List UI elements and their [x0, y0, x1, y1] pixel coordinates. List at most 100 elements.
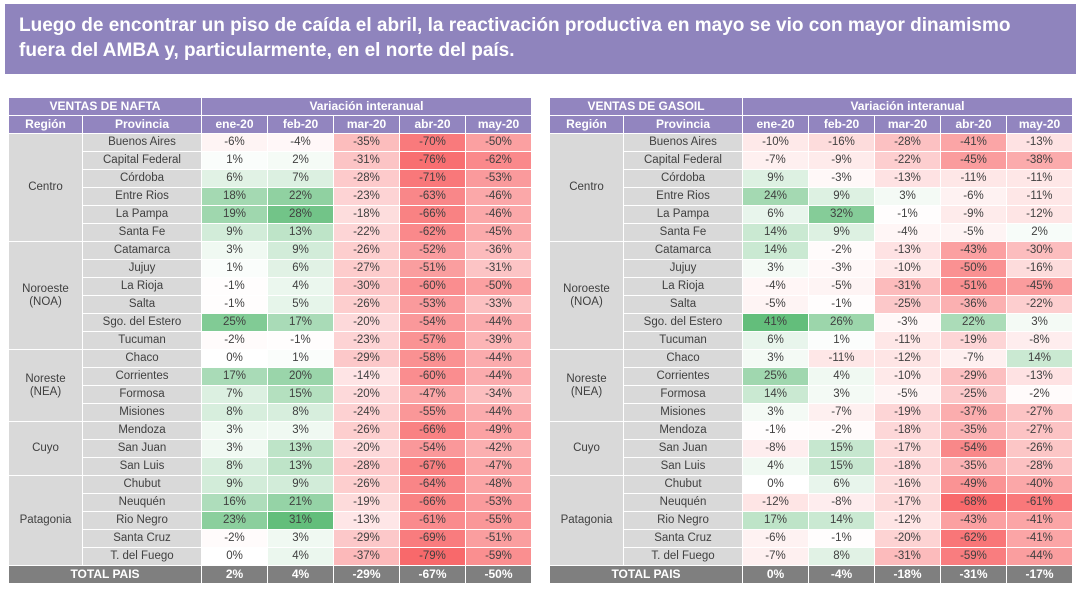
region-header: Región [8, 115, 83, 134]
value-cell: 20% [267, 367, 334, 386]
value-cell: -25% [874, 295, 941, 314]
table-row: Formosa 14% 3% -5% -25% -2% [550, 385, 1073, 404]
table-row: Noroeste (NOA) Catamarca 14% -2% -13% -43% -30… [549, 241, 1073, 350]
province-cell: Chaco [623, 349, 743, 368]
value-cell: -7% [940, 349, 1007, 368]
table-row: Salta -5% -1% -25% -36% -22% [550, 295, 1073, 314]
value-cell: 3% [201, 421, 268, 440]
value-cell: -46% [465, 205, 532, 224]
month-header: may-20 [1006, 115, 1073, 134]
province-cell: Formosa [82, 385, 202, 404]
value-cell: -1% [808, 529, 875, 548]
month-header: feb-20 [808, 115, 875, 134]
value-cell: 3% [874, 187, 941, 206]
value-cell: -5% [874, 385, 941, 404]
value-cell: 0% [201, 349, 268, 368]
value-cell: -13% [1006, 133, 1073, 152]
month-header: mar-20 [333, 115, 400, 134]
province-cell: Santa Cruz [623, 529, 743, 548]
value-cell: 6% [742, 331, 809, 350]
value-cell: 6% [201, 169, 268, 188]
value-cell: 17% [742, 511, 809, 530]
value-cell: -10% [874, 259, 941, 278]
table-row: Santa Cruz -2% 3% -29% -69% -51% [9, 529, 532, 548]
value-cell: 9% [267, 475, 334, 494]
province-cell: Catamarca [82, 241, 202, 260]
value-cell: -35% [940, 421, 1007, 440]
value-cell: -38% [1006, 151, 1073, 170]
value-cell: -1% [201, 295, 268, 314]
province-cell: Salta [623, 295, 743, 314]
value-cell: -66% [399, 205, 466, 224]
region-cell: Cuyo [549, 421, 624, 476]
table-row: Córdoba 9% -3% -13% -11% -11% [550, 169, 1073, 188]
value-cell: -13% [333, 511, 400, 530]
province-cell: T. del Fuego [623, 547, 743, 566]
value-cell: -17% [874, 493, 941, 512]
value-cell: -11% [940, 169, 1007, 188]
value-cell: 8% [808, 547, 875, 566]
table-row: Noreste (NEA) Chaco 0% 1% -29% -58% -44% [8, 349, 532, 422]
table-row: La Pampa 19% 28% -18% -66% -46% [9, 205, 532, 224]
province-cell: Santa Cruz [82, 529, 202, 548]
table-row: Neuquén 16% 21% -19% -66% -53% [9, 493, 532, 512]
total-value-cell: -17% [1006, 565, 1073, 584]
value-cell: -6% [940, 187, 1007, 206]
table-row: Tucuman 6% 1% -11% -19% -8% [550, 331, 1073, 350]
value-cell: -69% [399, 529, 466, 548]
value-cell: -44% [465, 403, 532, 422]
value-cell: -1% [742, 421, 809, 440]
province-cell: Tucuman [623, 331, 743, 350]
value-cell: -2% [201, 331, 268, 350]
value-cell: -3% [808, 169, 875, 188]
total-value-cell: -50% [465, 565, 532, 584]
province-cell: Chubut [82, 475, 202, 494]
value-cell: -12% [874, 511, 941, 530]
variation-header: Variación interanual [742, 97, 1073, 116]
value-cell: -44% [465, 313, 532, 332]
value-cell: -44% [1006, 547, 1073, 566]
value-cell: 3% [201, 241, 268, 260]
value-cell: -41% [1006, 511, 1073, 530]
value-cell: -60% [399, 277, 466, 296]
value-cell: -30% [333, 277, 400, 296]
value-cell: 31% [267, 511, 334, 530]
value-cell: -64% [399, 475, 466, 494]
value-cell: -13% [874, 169, 941, 188]
value-cell: -26% [333, 475, 400, 494]
value-cell: -53% [399, 295, 466, 314]
table-row: Córdoba 6% 7% -28% -71% -53% [9, 169, 532, 188]
value-cell: -54% [399, 313, 466, 332]
value-cell: -27% [1006, 421, 1073, 440]
value-cell: -13% [874, 241, 941, 260]
value-cell: -67% [399, 457, 466, 476]
value-cell: -8% [1006, 331, 1073, 350]
value-cell: 9% [201, 475, 268, 494]
value-cell: -9% [940, 205, 1007, 224]
province-cell: La Pampa [82, 205, 202, 224]
value-cell: -61% [399, 511, 466, 530]
value-cell: 4% [742, 457, 809, 476]
province-cell: La Rioja [623, 277, 743, 296]
value-cell: -29% [333, 349, 400, 368]
value-cell: -16% [1006, 259, 1073, 278]
month-header: mar-20 [874, 115, 941, 134]
province-cell: San Luis [82, 457, 202, 476]
value-cell: -60% [399, 367, 466, 386]
value-cell: -43% [940, 511, 1007, 530]
value-cell: -12% [874, 349, 941, 368]
value-cell: -37% [940, 403, 1007, 422]
table-row: Centro Buenos Aires -10% -16% -28% -41% -13% [549, 133, 1073, 242]
value-cell: -27% [333, 259, 400, 278]
value-cell: 15% [808, 439, 875, 458]
value-cell: -2% [1006, 385, 1073, 404]
value-cell: -2% [808, 241, 875, 260]
value-cell: -57% [399, 331, 466, 350]
total-value-cell: -4% [808, 565, 875, 584]
value-cell: -53% [465, 169, 532, 188]
value-cell: -2% [808, 421, 875, 440]
value-cell: -79% [399, 547, 466, 566]
total-value-cell: -31% [940, 565, 1007, 584]
value-cell: -53% [465, 493, 532, 512]
table-row: Entre Rios 18% 22% -23% -63% -46% [9, 187, 532, 206]
